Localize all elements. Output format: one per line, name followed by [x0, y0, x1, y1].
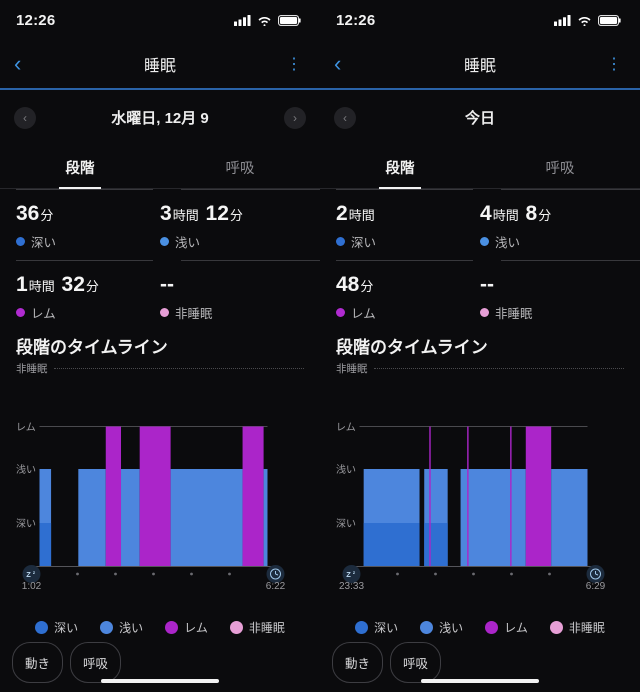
svg-text:深い: 深い — [16, 518, 36, 530]
svg-text:レム: レム — [336, 422, 356, 434]
svg-text:6:22: 6:22 — [266, 581, 286, 592]
svg-text:浅い: 浅い — [336, 463, 356, 476]
svg-text:Z: Z — [346, 570, 351, 579]
svg-text:浅い: 浅い — [16, 463, 36, 476]
svg-text:Z: Z — [26, 570, 31, 579]
svg-text:深い: 深い — [336, 518, 356, 530]
svg-text:23:33: 23:33 — [339, 581, 364, 592]
svg-text:6:29: 6:29 — [586, 581, 606, 592]
svg-text:レム: レム — [16, 422, 36, 434]
svg-text:1:02: 1:02 — [22, 581, 42, 592]
